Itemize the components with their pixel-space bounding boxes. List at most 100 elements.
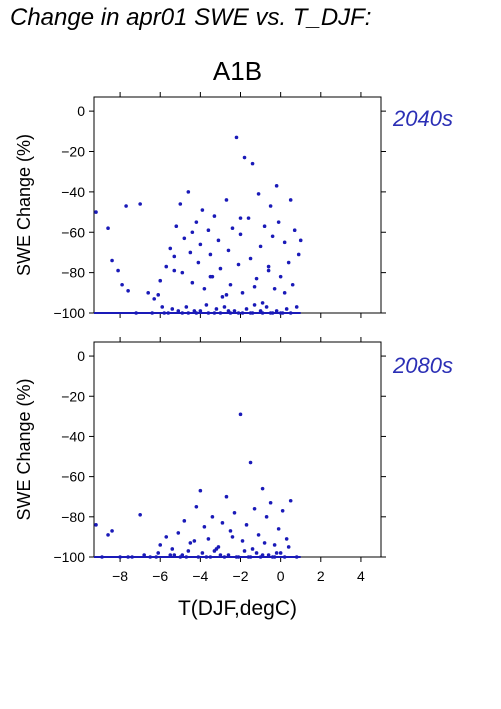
data-point <box>134 311 138 315</box>
data-point <box>202 286 207 291</box>
data-point <box>146 291 150 295</box>
data-point <box>272 555 277 559</box>
data-point <box>266 264 271 269</box>
page-title: Change in apr01 SWE vs. T_DJF: <box>10 4 372 31</box>
data-point <box>258 309 263 313</box>
data-point <box>252 506 257 511</box>
data-point <box>262 224 267 228</box>
y-axis-title: SWE Change (%) <box>14 134 34 276</box>
data-point <box>248 311 253 315</box>
data-point <box>152 297 157 301</box>
y-tick-label: −100 <box>53 549 85 565</box>
data-point <box>158 543 163 547</box>
data-point <box>184 305 189 309</box>
data-point <box>220 295 225 299</box>
data-point <box>232 510 237 515</box>
data-point <box>266 553 271 557</box>
data-point <box>240 311 245 315</box>
data-point <box>150 311 155 315</box>
data-point <box>160 305 165 309</box>
data-point <box>222 555 227 559</box>
data-point <box>288 498 293 503</box>
data-point <box>276 220 281 224</box>
data-point <box>248 460 253 465</box>
data-point <box>186 311 191 315</box>
data-point <box>228 282 233 287</box>
data-point <box>208 274 213 279</box>
data-point <box>180 311 185 315</box>
data-point <box>218 553 223 557</box>
data-point <box>126 555 130 559</box>
y-axis-title: SWE Change (%) <box>14 378 34 520</box>
data-point <box>202 525 207 529</box>
plot-frame <box>93 96 382 314</box>
data-point <box>168 246 173 251</box>
data-point <box>206 537 211 541</box>
data-point <box>252 284 257 289</box>
data-point <box>194 504 199 509</box>
data-point <box>120 282 124 287</box>
data-point <box>130 555 134 559</box>
data-point <box>166 311 171 315</box>
data-point <box>188 541 193 545</box>
data-point <box>174 224 179 228</box>
data-point <box>256 533 261 537</box>
data-point <box>196 260 201 265</box>
data-point <box>236 262 241 267</box>
data-point <box>242 549 247 553</box>
data-point <box>280 508 285 513</box>
data-point <box>286 545 291 549</box>
data-point <box>106 226 110 231</box>
data-point <box>94 210 98 214</box>
data-point <box>190 230 195 235</box>
data-point <box>242 155 247 160</box>
data-point <box>224 293 229 297</box>
data-point <box>204 555 209 559</box>
data-point <box>196 555 201 559</box>
data-point <box>282 555 287 559</box>
data-point <box>278 551 283 555</box>
data-point <box>208 252 213 257</box>
data-point <box>274 551 279 555</box>
data-point <box>192 539 197 543</box>
data-point <box>178 202 183 206</box>
scenario-title: A1B <box>212 56 263 86</box>
data-point <box>194 311 199 315</box>
data-point <box>176 309 181 313</box>
data-point <box>172 268 177 273</box>
data-point <box>282 240 287 245</box>
data-point <box>234 135 239 140</box>
data-point <box>260 301 265 305</box>
data-point <box>198 242 203 247</box>
data-point <box>148 555 152 559</box>
data-point <box>214 307 219 311</box>
y-tick-label: −80 <box>61 265 85 281</box>
data-point <box>162 311 167 315</box>
x-axis-title: T(DJF,degC) <box>178 597 297 620</box>
data-point <box>230 226 235 231</box>
data-point <box>222 305 227 309</box>
data-point <box>186 549 191 553</box>
data-point <box>238 216 243 220</box>
data-point <box>226 309 231 313</box>
data-point <box>126 288 130 293</box>
data-point <box>218 311 223 315</box>
data-point <box>240 291 245 295</box>
data-point <box>278 274 283 279</box>
data-point <box>100 555 104 559</box>
data-point <box>182 236 187 241</box>
data-point <box>180 553 185 557</box>
data-point <box>244 307 249 311</box>
data-point <box>110 258 114 263</box>
data-point <box>238 412 243 417</box>
data-point <box>158 278 163 283</box>
data-point <box>208 555 213 559</box>
data-point <box>212 214 217 218</box>
data-point <box>284 537 289 541</box>
data-point <box>288 311 293 315</box>
period-label-top: 2040s <box>393 106 453 131</box>
period-label-bottom: 2080s <box>393 353 453 378</box>
y-tick-label: −40 <box>61 428 85 444</box>
data-point <box>142 553 146 557</box>
